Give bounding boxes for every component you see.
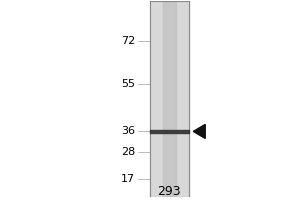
Bar (150, 130, 189, 133)
Text: 17: 17 (121, 174, 135, 184)
Text: 28: 28 (121, 147, 135, 157)
Polygon shape (193, 124, 205, 138)
Bar (163, 1, 176, 197)
Text: 72: 72 (121, 36, 135, 46)
Text: 55: 55 (121, 79, 135, 89)
Bar (150, 1, 189, 197)
Text: 293: 293 (158, 185, 181, 198)
Text: 36: 36 (121, 126, 135, 136)
